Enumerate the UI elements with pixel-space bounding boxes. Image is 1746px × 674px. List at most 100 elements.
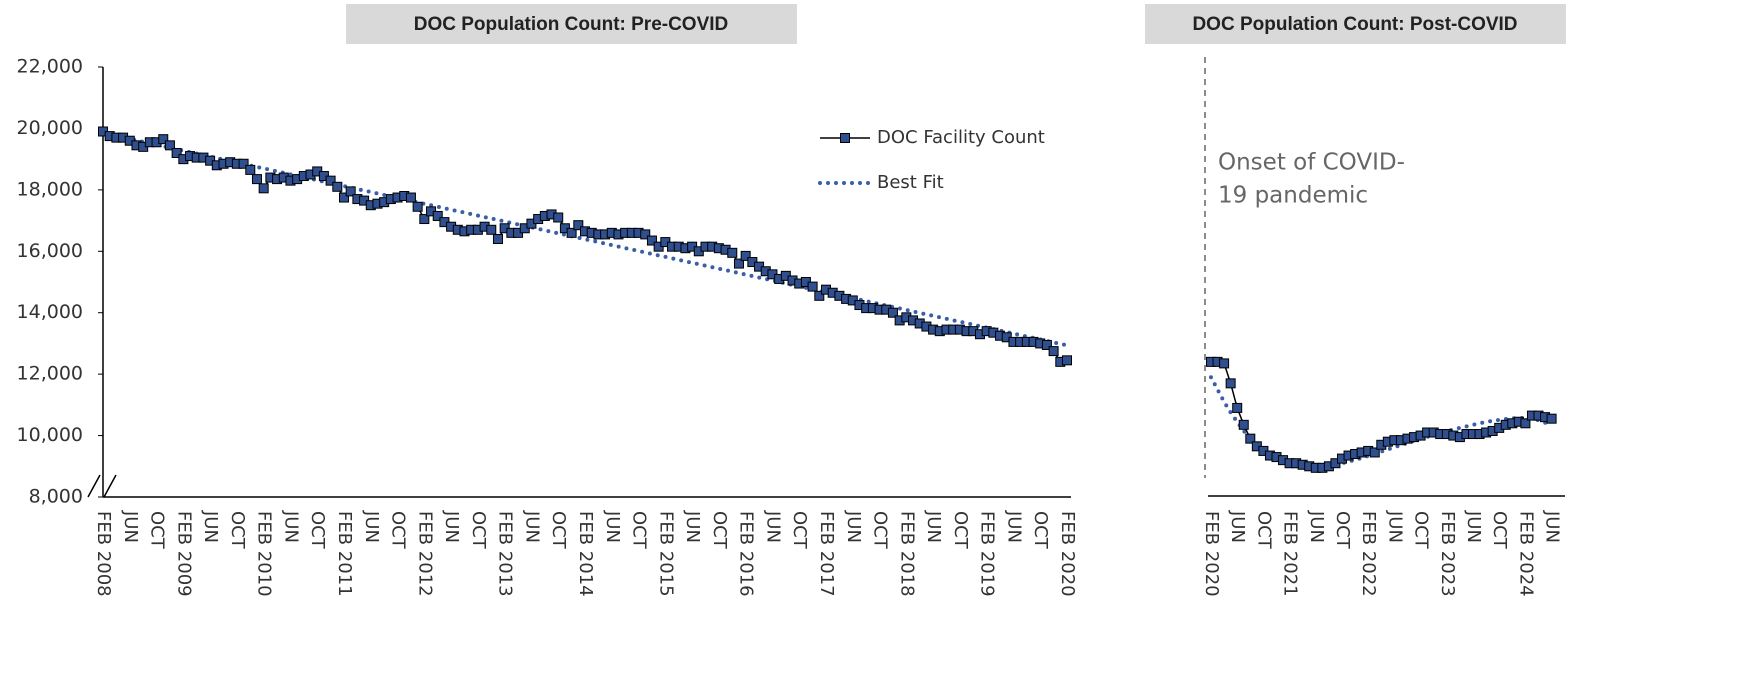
marker bbox=[164, 140, 175, 151]
axis-break bbox=[87, 474, 101, 498]
x-tick-label: FEB 2024 bbox=[1515, 511, 1536, 597]
annotation: Onset of COVID- bbox=[1218, 150, 1405, 176]
fit-line bbox=[101, 131, 1069, 348]
x-tick-label: OCT bbox=[468, 511, 489, 550]
x-tick-label: FEB 2022 bbox=[1358, 511, 1379, 597]
marker bbox=[1225, 378, 1236, 389]
chart-title: DOC Population Count: Pre-COVID bbox=[414, 14, 729, 35]
x-tick-label: OCT bbox=[388, 511, 409, 550]
x-tick-label: FEB 2020 bbox=[1057, 511, 1078, 597]
legend-swatch bbox=[840, 133, 850, 143]
axis-break bbox=[103, 474, 117, 498]
marker bbox=[171, 148, 182, 158]
x-tick-label: JUN bbox=[1003, 510, 1024, 543]
marker bbox=[646, 235, 657, 246]
x-tick-label: JUN bbox=[1463, 510, 1484, 543]
x-tick-label: OCT bbox=[1332, 511, 1353, 550]
x-tick-label: OCT bbox=[1411, 511, 1432, 550]
y-tick-label: 10,000 bbox=[17, 424, 83, 446]
y-tick-label: 8,000 bbox=[29, 486, 83, 508]
x-tick-label: JUN bbox=[521, 510, 542, 543]
x-tick-label: JUN bbox=[1306, 510, 1327, 543]
x-tick-label: FEB 2010 bbox=[254, 511, 275, 597]
y-tick-label: 20,000 bbox=[17, 117, 83, 139]
marker bbox=[1232, 402, 1243, 413]
x-tick-label: OCT bbox=[1253, 511, 1274, 550]
x-tick-label: FEB 2020 bbox=[1201, 511, 1222, 597]
x-tick-label: FEB 2017 bbox=[816, 511, 837, 597]
marker bbox=[727, 247, 738, 258]
y-tick-label: 12,000 bbox=[17, 363, 83, 385]
marker bbox=[245, 164, 256, 175]
x-tick-label: JUN bbox=[843, 510, 864, 543]
x-tick-label: OCT bbox=[950, 511, 971, 550]
marker bbox=[1041, 339, 1052, 350]
marker bbox=[332, 181, 343, 192]
x-tick-label: OCT bbox=[147, 511, 168, 550]
marker bbox=[740, 250, 751, 261]
marker bbox=[1245, 433, 1256, 444]
x-tick-label: OCT bbox=[870, 511, 891, 550]
x-tick-label: FEB 2019 bbox=[977, 511, 998, 597]
marker bbox=[325, 175, 336, 186]
marker bbox=[1520, 418, 1531, 429]
marker bbox=[238, 158, 249, 169]
marker bbox=[814, 290, 825, 301]
marker bbox=[640, 229, 651, 240]
x-tick-label: FEB 2013 bbox=[495, 511, 516, 597]
x-tick-label: JUN bbox=[200, 510, 221, 543]
marker bbox=[486, 224, 497, 235]
marker bbox=[733, 258, 744, 269]
title-box bbox=[346, 4, 797, 44]
x-tick-label: OCT bbox=[629, 511, 650, 550]
marker bbox=[887, 307, 898, 318]
x-tick-label: JUN bbox=[280, 510, 301, 543]
y-tick-label: 16,000 bbox=[17, 240, 83, 262]
x-tick-label: OCT bbox=[548, 511, 569, 550]
x-tick-label: FEB 2011 bbox=[334, 511, 355, 597]
marker bbox=[492, 234, 503, 244]
y-tick-label: 14,000 bbox=[17, 301, 83, 323]
x-tick-label: JUN bbox=[1542, 510, 1563, 543]
y-tick-label: 22,000 bbox=[17, 56, 83, 78]
x-tick-label: JUN bbox=[1227, 510, 1248, 543]
x-tick-label: JUN bbox=[1384, 510, 1405, 543]
marker bbox=[1369, 447, 1380, 458]
marker bbox=[251, 174, 262, 185]
x-tick-label: OCT bbox=[307, 511, 328, 550]
x-tick-label: JUN bbox=[120, 510, 141, 543]
marker bbox=[1238, 419, 1249, 430]
x-tick-label: JUN bbox=[682, 510, 703, 543]
marker bbox=[807, 281, 818, 292]
annotation: 19 pandemic bbox=[1218, 183, 1368, 209]
x-tick-label: FEB 2018 bbox=[896, 511, 917, 597]
marker bbox=[1219, 358, 1230, 369]
x-tick-label: OCT bbox=[709, 511, 730, 550]
marker bbox=[573, 220, 584, 231]
x-tick-label: OCT bbox=[789, 511, 810, 550]
x-tick-label: FEB 2008 bbox=[93, 511, 114, 597]
marker bbox=[1048, 346, 1059, 357]
x-tick-label: JUN bbox=[602, 510, 623, 543]
x-tick-label: FEB 2015 bbox=[655, 511, 676, 597]
marker bbox=[553, 212, 564, 223]
chart-title: DOC Population Count: Post-COVID bbox=[1192, 14, 1517, 35]
marker bbox=[339, 192, 349, 203]
marker bbox=[158, 134, 169, 145]
x-tick-label: JUN bbox=[762, 510, 783, 543]
x-tick-label: OCT bbox=[227, 511, 248, 550]
marker bbox=[345, 186, 356, 197]
x-tick-label: FEB 2014 bbox=[575, 511, 596, 597]
x-tick-label: FEB 2009 bbox=[173, 511, 194, 597]
legend-label: DOC Facility Count bbox=[877, 127, 1045, 148]
y-tick-label: 18,000 bbox=[17, 178, 83, 200]
x-tick-label: FEB 2021 bbox=[1280, 511, 1301, 597]
x-tick-label: FEB 2012 bbox=[414, 511, 435, 597]
marker bbox=[1062, 355, 1072, 366]
x-tick-label: OCT bbox=[1030, 511, 1051, 550]
x-tick-label: JUN bbox=[361, 510, 382, 543]
title-box bbox=[1145, 4, 1566, 44]
marker bbox=[412, 201, 423, 212]
